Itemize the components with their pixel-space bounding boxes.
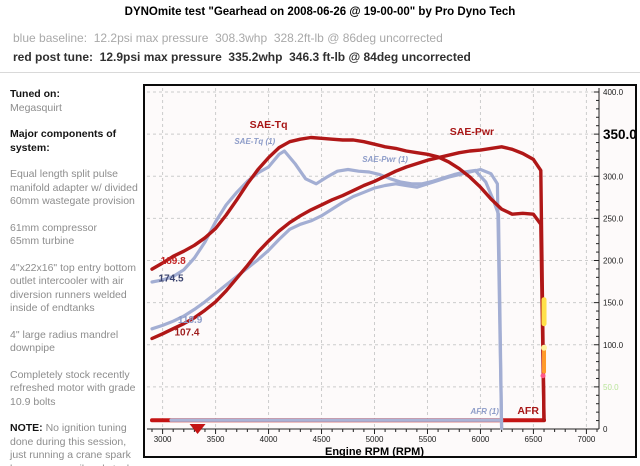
post-tune-stats: red post tune: 12.9psi max pressure 335.… <box>13 50 471 64</box>
sidebar-paragraph: Major components of system: <box>10 128 117 154</box>
svg-text:5000: 5000 <box>366 435 384 444</box>
svg-text:350.0: 350.0 <box>603 127 635 142</box>
svg-text:AFR (1): AFR (1) <box>469 407 499 416</box>
svg-text:0: 0 <box>603 425 608 434</box>
svg-text:118.9: 118.9 <box>178 315 203 326</box>
svg-text:AFR: AFR <box>517 405 539 417</box>
svg-text:400.0: 400.0 <box>603 88 624 97</box>
svg-text:300.0: 300.0 <box>603 172 624 181</box>
svg-text:100.0: 100.0 <box>603 341 624 350</box>
svg-text:SAE-Tq: SAE-Tq <box>250 119 288 131</box>
svg-text:189.8: 189.8 <box>161 256 186 267</box>
svg-text:3000: 3000 <box>154 435 172 444</box>
header-divider <box>0 72 640 73</box>
svg-text:5500: 5500 <box>419 435 437 444</box>
sidebar-note-paragraph: NOTE: No ignition tuning done during thi… <box>10 422 132 466</box>
page-title: DYNOmite test "Gearhead on 2008-06-26 @ … <box>124 6 516 18</box>
sidebar-paragraph: Tuned on: Megasquirt <box>10 88 62 114</box>
sidebar-paragraph: Equal length split pulse manifold adapte… <box>10 168 138 207</box>
svg-text:174.5: 174.5 <box>159 274 184 285</box>
sidebar-paragraph: 61mm compressor 65mm turbine <box>10 221 97 248</box>
svg-text:6000: 6000 <box>472 435 490 444</box>
svg-text:50.0: 50.0 <box>603 383 619 392</box>
notes-sidebar: Tuned on: Megasquirt Major components of… <box>10 88 142 466</box>
note-label: NOTE: <box>10 422 43 434</box>
sidebar-paragraph: 4" large radius mandrel downpipe <box>10 328 119 355</box>
svg-text:Engine RPM (RPM): Engine RPM (RPM) <box>325 446 424 456</box>
svg-text:4000: 4000 <box>260 435 278 444</box>
svg-text:7000: 7000 <box>578 435 596 444</box>
svg-text:3500: 3500 <box>207 435 225 444</box>
svg-text:6500: 6500 <box>525 435 543 444</box>
svg-text:200.0: 200.0 <box>603 257 624 266</box>
svg-text:4500: 4500 <box>313 435 331 444</box>
svg-text:250.0: 250.0 <box>603 214 624 223</box>
svg-text:SAE-Tq (1): SAE-Tq (1) <box>234 137 275 146</box>
dyno-chart-frame: 0 50.0 100.0 150.0 200.0 250.0 300.0 350.0 400.0… <box>143 84 637 458</box>
svg-text:SAE-Pwr (1): SAE-Pwr (1) <box>362 155 408 164</box>
svg-text:SAE-Pwr: SAE-Pwr <box>450 126 494 138</box>
svg-text:150.0: 150.0 <box>603 299 624 308</box>
baseline-stats: blue baseline: 12.2psi max pressure 308.… <box>13 31 443 45</box>
sidebar-paragraph: 4"x22x16" top entry bottom outlet interc… <box>10 261 136 315</box>
dyno-chart-canvas: 0 50.0 100.0 150.0 200.0 250.0 300.0 350.0 400.0… <box>147 88 637 458</box>
sidebar-paragraph: Completely stock recently refreshed moto… <box>10 368 136 408</box>
svg-text:107.4: 107.4 <box>174 327 199 338</box>
